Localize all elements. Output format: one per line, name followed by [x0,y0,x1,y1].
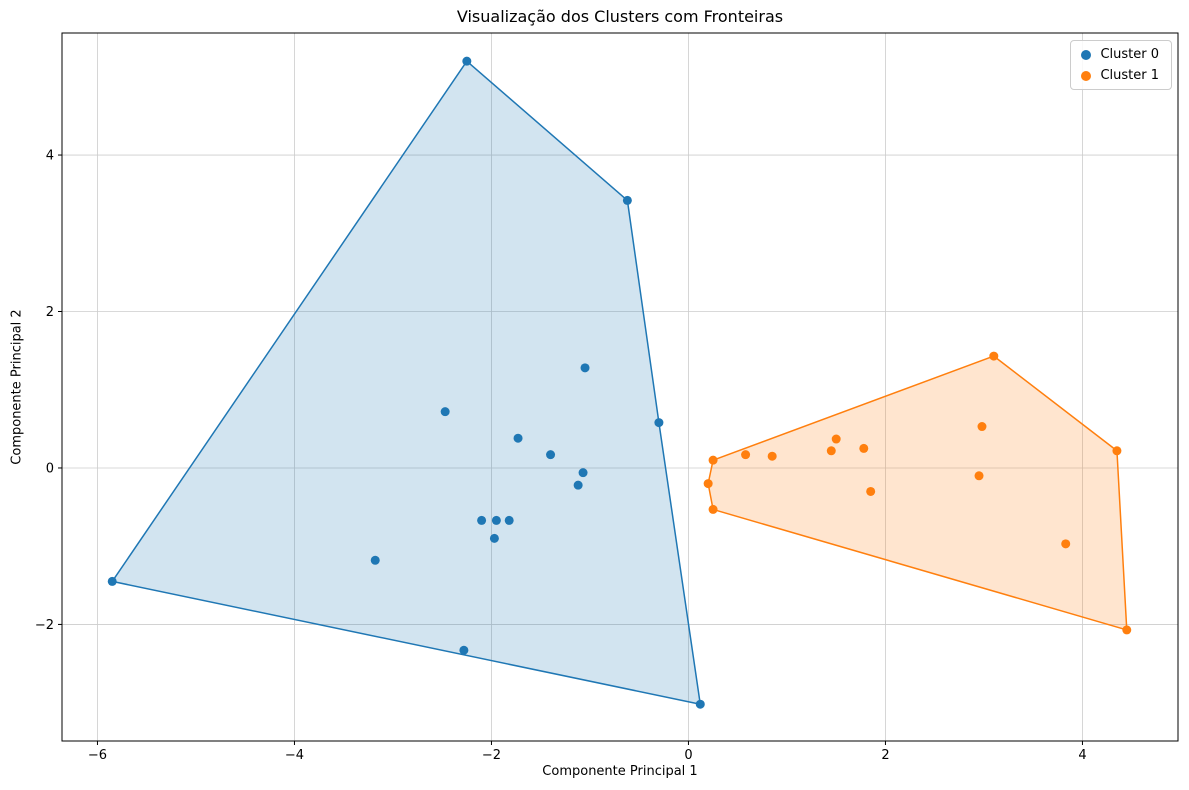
data-point-cluster-0 [578,468,588,478]
data-point-cluster-1 [1122,625,1132,635]
data-point-cluster-1 [866,486,876,496]
data-point-cluster-0 [489,533,499,543]
legend: Cluster 0 Cluster 1 [1070,40,1172,90]
data-point-cluster-0 [477,515,487,525]
x-tick-label: −2 [482,748,501,763]
data-point-cluster-0 [370,555,380,565]
data-point-cluster-0 [504,515,514,525]
y-tick-label: −2 [35,618,54,633]
data-point-cluster-1 [741,450,751,460]
x-axis-label: Componente Principal 1 [542,764,698,779]
y-tick-label: 0 [46,461,54,476]
data-point-cluster-1 [708,455,718,465]
data-point-cluster-1 [708,504,718,514]
x-tick-label: −4 [285,748,304,763]
data-point-cluster-1 [859,443,869,453]
legend-label: Cluster 1 [1100,68,1159,83]
cluster-boundary-cluster-1 [707,355,1128,631]
data-point-cluster-1 [826,446,836,456]
data-point-cluster-0 [491,515,501,525]
data-point-cluster-0 [654,418,664,428]
y-tick-label: 4 [46,149,54,164]
legend-item-cluster-1: Cluster 1 [1079,67,1161,84]
legend-marker-icon [1081,70,1092,81]
data-point-cluster-0 [695,699,705,709]
data-point-cluster-0 [459,645,469,655]
plot-border [61,32,1179,742]
x-tick-label: −6 [88,748,107,763]
data-point-cluster-1 [831,434,841,444]
data-point-cluster-0 [573,480,583,490]
data-point-cluster-0 [513,433,523,443]
data-point-cluster-1 [989,351,999,361]
y-tick-label: 2 [46,305,54,320]
data-point-cluster-1 [767,451,777,461]
x-tick-label: 2 [881,748,889,763]
data-point-cluster-1 [703,479,713,489]
chart-title: Visualização dos Clusters com Fronteiras [456,7,784,26]
data-point-cluster-1 [1112,446,1122,456]
data-point-cluster-0 [546,450,556,460]
y-axis-label: Componente Principal 2 [9,309,25,465]
data-point-cluster-1 [974,471,984,481]
data-point-cluster-0 [107,576,117,586]
data-point-cluster-1 [1061,539,1071,549]
cluster-boundary-cluster-0 [111,60,702,705]
legend-item-cluster-0: Cluster 0 [1079,46,1161,63]
data-point-cluster-0 [462,56,472,66]
x-tick-label: 0 [684,748,692,763]
legend-marker-icon [1081,49,1092,60]
data-point-cluster-0 [622,195,632,205]
data-point-cluster-0 [440,407,450,417]
data-point-cluster-0 [580,363,590,373]
x-tick-label: 4 [1078,748,1086,763]
legend-label: Cluster 0 [1100,47,1159,62]
data-point-cluster-1 [977,422,987,432]
